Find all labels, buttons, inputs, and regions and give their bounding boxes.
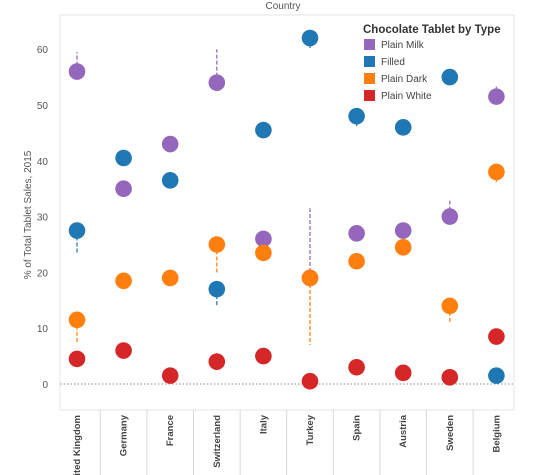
data-point-plain-white[interactable] [208,353,226,370]
data-point-plain-milk[interactable] [208,74,226,91]
data-point-plain-milk[interactable] [441,208,459,225]
legend-swatch [364,90,375,101]
data-point-filled[interactable] [68,222,86,239]
data-point-filled[interactable] [161,172,179,189]
data-point-plain-white[interactable] [68,350,86,368]
data-point-filled[interactable] [208,280,226,298]
data-point-plain-milk[interactable] [394,222,412,239]
legend-label: Filled [381,57,405,68]
data-point-plain-white[interactable] [115,342,132,359]
y-tick-label: 30 [37,213,49,224]
legend: Chocolate Tablet by Type Plain Milk Fille… [363,24,501,102]
y-tick-label: 20 [37,268,49,279]
data-point-plain-milk[interactable] [255,230,272,248]
y-tick-label: 0 [42,380,48,391]
y-tick-label: 60 [37,45,49,56]
data-point-plain-dark[interactable] [348,252,365,270]
data-point-filled[interactable] [115,149,132,167]
data-point-filled[interactable] [394,119,412,136]
y-tick-label: 10 [37,324,49,335]
y-tick-label: 40 [37,157,49,168]
legend-label: Plain Milk [381,40,425,51]
legend-swatch [364,73,375,84]
data-point-plain-dark[interactable] [115,272,132,290]
data-point-filled[interactable] [348,107,365,125]
data-point-plain-dark[interactable] [441,297,459,315]
x-category-label: Spain [352,415,363,441]
chart-title: Country [265,1,300,12]
x-category-label: Sweden [445,415,456,451]
y-axis-ticks: 0 10 20 30 40 50 60 [37,45,49,391]
x-category-label: Germany [119,414,130,456]
data-point-plain-dark[interactable] [488,163,505,181]
data-point-plain-white[interactable] [161,367,179,384]
y-axis-label: % of Total Tablet Sales, 2015 [23,150,34,279]
data-point-plain-white[interactable] [301,372,319,390]
x-category-label: France [165,415,176,446]
data-point-plain-dark[interactable] [255,244,272,262]
data-point-plain-white[interactable] [255,347,272,365]
legend-label: Plain Dark [381,74,428,85]
data-point-plain-dark[interactable] [208,236,226,253]
legend-title: Chocolate Tablet by Type [363,24,501,36]
data-point-plain-white[interactable] [348,358,365,376]
x-category-label: Belgium [491,415,502,452]
data-point-plain-white[interactable] [394,364,412,382]
x-category-label: Turkey [305,414,316,445]
x-category-label: Switzerland [212,415,223,468]
data-point-plain-dark[interactable] [301,269,319,287]
legend-swatch [364,56,375,67]
data-point-plain-dark[interactable] [68,311,86,329]
x-category-label: Austria [398,414,409,447]
data-point-plain-milk[interactable] [348,225,365,242]
data-point-filled[interactable] [441,68,459,86]
data-point-plain-white[interactable] [488,328,505,345]
x-axis-categories: United Kingdom Germany France Switzerland It… [72,410,502,475]
x-category-label: United Kingdom [72,415,83,475]
legend-label: Plain White [381,91,432,102]
data-point-plain-dark[interactable] [161,269,179,287]
data-point-filled[interactable] [301,29,319,47]
data-point-plain-dark[interactable] [394,238,412,256]
x-category-label: Italy [258,414,269,434]
data-point-plain-white[interactable] [441,369,459,386]
data-point-plain-milk[interactable] [68,63,86,80]
legend-swatch [364,39,375,50]
y-tick-label: 50 [37,101,49,112]
chart-marks [60,29,514,390]
data-point-filled[interactable] [255,121,272,139]
data-point-filled[interactable] [488,367,505,384]
data-point-plain-milk[interactable] [115,180,132,197]
data-point-plain-milk[interactable] [161,135,179,153]
data-point-plain-milk[interactable] [488,88,505,105]
